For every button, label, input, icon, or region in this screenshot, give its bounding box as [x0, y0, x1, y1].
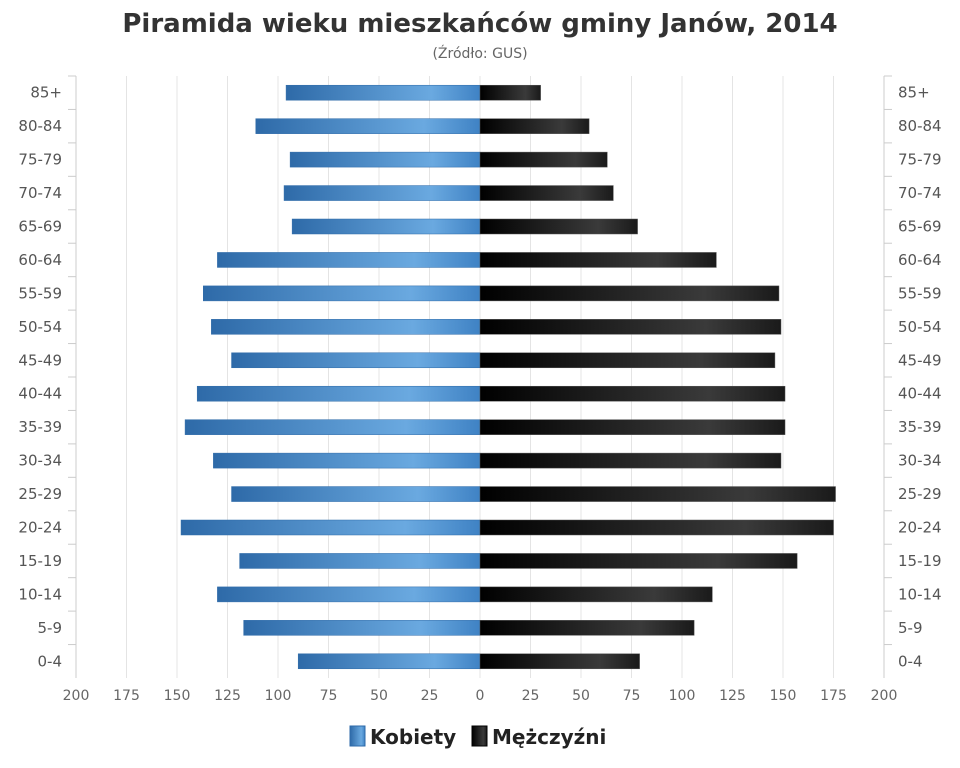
category-label-right: 10-14	[898, 585, 942, 603]
category-label-right: 45-49	[898, 351, 942, 369]
x-tick-label: 50	[370, 688, 388, 704]
bar-mezczyzni[interactable]	[479, 319, 782, 335]
legend-label-mezczyzni: Mężczyźni	[492, 725, 606, 749]
bar-mezczyzni[interactable]	[479, 653, 640, 670]
x-tick-label: 25	[522, 688, 540, 704]
category-label-left: 0-4	[38, 652, 63, 670]
category-label-right: 40-44	[898, 385, 942, 403]
x-tick-label: 100	[265, 688, 292, 704]
category-label-right: 55-59	[898, 284, 942, 302]
category-label-left: 55-59	[18, 284, 62, 302]
bar-kobiety[interactable]	[289, 151, 481, 168]
bar-kobiety[interactable]	[283, 185, 481, 201]
bar-mezczyzni[interactable]	[479, 218, 638, 235]
category-label-left: 15-19	[18, 552, 62, 570]
category-label-left: 45-49	[18, 351, 62, 369]
category-label-right: 75-79	[898, 151, 942, 169]
bar-mezczyzni[interactable]	[479, 352, 776, 369]
bar-mezczyzni[interactable]	[479, 252, 717, 268]
bar-kobiety[interactable]	[217, 586, 481, 603]
bar-kobiety[interactable]	[231, 486, 481, 502]
bar-kobiety[interactable]	[217, 252, 481, 268]
bar-mezczyzni[interactable]	[479, 151, 608, 168]
bar-kobiety[interactable]	[231, 352, 481, 369]
bar-mezczyzni[interactable]	[479, 84, 541, 101]
bar-kobiety[interactable]	[239, 553, 481, 569]
legend-swatch-kobiety	[349, 725, 366, 747]
category-label-right: 65-69	[898, 218, 942, 236]
legend-label-kobiety: Kobiety	[370, 725, 456, 749]
category-label-left: 80-84	[18, 117, 62, 135]
bar-mezczyzni[interactable]	[479, 519, 834, 536]
category-label-left: 85+	[30, 84, 62, 102]
x-tick-label: 150	[770, 688, 797, 704]
bar-kobiety[interactable]	[297, 653, 481, 670]
x-tick-label: 75	[320, 688, 338, 704]
bar-mezczyzni[interactable]	[479, 620, 695, 636]
category-label-left: 65-69	[18, 218, 62, 236]
bar-mezczyzni[interactable]	[479, 419, 786, 435]
category-label-right: 60-64	[898, 251, 942, 269]
x-tick-label: 75	[623, 688, 641, 704]
legend-item-mezczyzni[interactable]: Mężczyźni	[471, 725, 606, 749]
chart-title: Piramida wieku mieszkańców gminy Janów, …	[122, 9, 837, 39]
bar-kobiety[interactable]	[211, 319, 481, 335]
bar-kobiety[interactable]	[291, 218, 481, 235]
category-label-left: 25-29	[18, 485, 62, 503]
category-label-left: 10-14	[18, 585, 62, 603]
x-tick-label: 150	[164, 688, 191, 704]
bar-mezczyzni[interactable]	[479, 118, 590, 134]
category-label-right: 25-29	[898, 485, 942, 503]
legend: Kobiety Mężczyźni	[349, 725, 606, 749]
bar-mezczyzni[interactable]	[479, 185, 614, 201]
x-tick-label: 125	[214, 688, 241, 704]
bar-mezczyzni[interactable]	[479, 285, 780, 302]
bar-mezczyzni[interactable]	[479, 553, 798, 569]
bar-mezczyzni[interactable]	[479, 586, 713, 603]
category-label-right: 15-19	[898, 552, 942, 570]
category-label-left: 70-74	[18, 184, 62, 202]
category-label-right: 80-84	[898, 117, 942, 135]
legend-swatch-mezczyzni	[471, 725, 488, 747]
category-label-left: 30-34	[18, 452, 62, 470]
category-label-right: 85+	[898, 84, 930, 102]
category-label-right: 30-34	[898, 452, 942, 470]
category-label-left: 60-64	[18, 251, 62, 269]
bar-mezczyzni[interactable]	[479, 452, 782, 469]
category-label-right: 70-74	[898, 184, 942, 202]
x-tick-label: 125	[719, 688, 746, 704]
category-label-right: 50-54	[898, 318, 942, 336]
x-tick-label: 0	[476, 688, 485, 704]
bar-kobiety[interactable]	[180, 519, 481, 536]
bar-kobiety[interactable]	[285, 84, 481, 101]
category-label-left: 40-44	[18, 385, 62, 403]
bar-kobiety[interactable]	[196, 385, 481, 402]
x-tick-label: 200	[871, 688, 898, 704]
x-tick-label: 175	[113, 688, 140, 704]
category-label-left: 50-54	[18, 318, 62, 336]
bar-kobiety[interactable]	[243, 620, 481, 636]
x-tick-label: 25	[421, 688, 439, 704]
chart-subtitle: (Źródło: GUS)	[432, 44, 527, 62]
category-label-left: 20-24	[18, 519, 62, 537]
category-label-left: 35-39	[18, 418, 62, 436]
x-tick-label: 200	[63, 688, 90, 704]
x-tick-label: 50	[572, 688, 590, 704]
bar-kobiety[interactable]	[184, 419, 481, 435]
x-tick-label: 175	[820, 688, 847, 704]
category-label-right: 20-24	[898, 519, 942, 537]
category-label-left: 75-79	[18, 151, 62, 169]
bar-kobiety[interactable]	[213, 452, 481, 469]
x-tick-label: 100	[669, 688, 696, 704]
category-label-right: 0-4	[898, 652, 923, 670]
category-label-left: 5-9	[38, 619, 63, 637]
bar-mezczyzni[interactable]	[479, 385, 786, 402]
category-label-right: 35-39	[898, 418, 942, 436]
bar-kobiety[interactable]	[203, 285, 481, 302]
legend-item-kobiety[interactable]: Kobiety	[349, 725, 456, 749]
bar-kobiety[interactable]	[255, 118, 481, 134]
category-label-right: 5-9	[898, 619, 923, 637]
bar-mezczyzni[interactable]	[479, 486, 836, 502]
